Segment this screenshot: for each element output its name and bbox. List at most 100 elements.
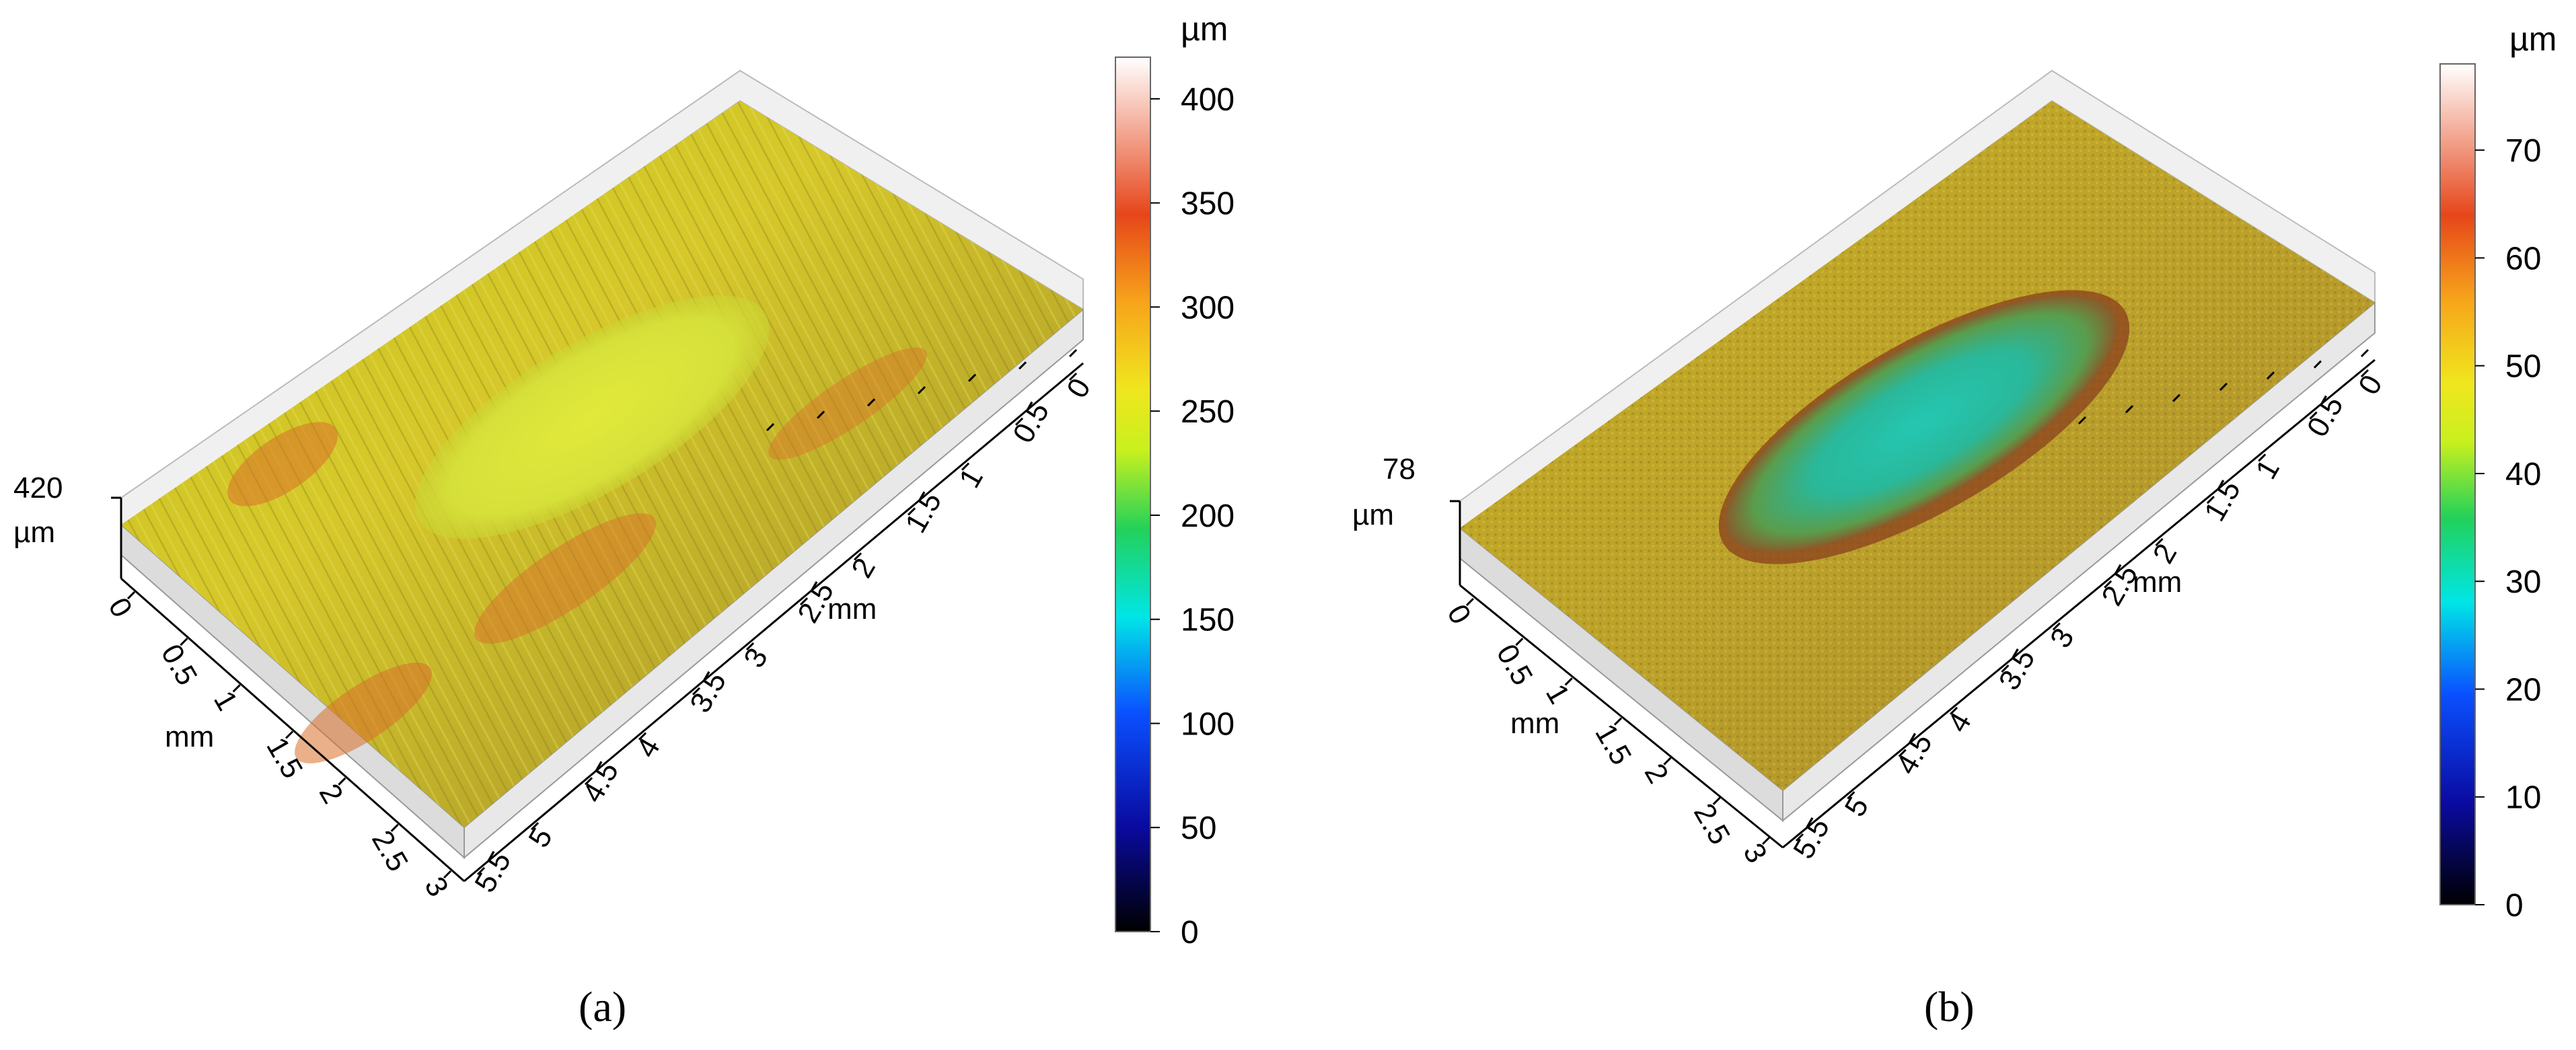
long-axis-a-label: 0 <box>1060 373 1097 404</box>
surface-b-front-face <box>1782 301 2376 823</box>
short-axis-a-tick <box>232 684 241 693</box>
long-axis-b-tick <box>1795 833 1804 842</box>
short-axis-b-right-tick <box>2077 416 2087 425</box>
short-axis-a-tick <box>180 638 188 646</box>
short-axis-b-tick <box>1564 677 1573 686</box>
colorbar-b-ticks: 0 10 20 30 40 50 60 70 <box>2475 133 2541 924</box>
short-axis-b-label: 0 <box>1440 599 1477 630</box>
long-axis-b-label: 5.5 <box>1787 813 1836 864</box>
short-axis-b-tick <box>1663 757 1672 765</box>
colorbar-b-label: 50 <box>2505 349 2541 385</box>
colorbar-b-label: 10 <box>2505 780 2541 816</box>
colorbar-a-label: 0 <box>1181 915 1199 950</box>
short-axis-b-label: 1 <box>1539 679 1576 710</box>
short-axis-b-tick <box>1465 597 1475 607</box>
long-axis-a-tick <box>692 687 701 696</box>
surface-a-peak-patch <box>295 663 432 763</box>
short-axis-a-label: 0.5 <box>155 639 204 691</box>
long-axis-b-tick <box>2155 537 2164 546</box>
long-axis-b-label: 5 <box>1839 792 1876 823</box>
short-axis-b-right-tick <box>2360 348 2369 358</box>
z-unit-label-a: µm <box>13 516 55 549</box>
short-axis-a-label: 2 <box>313 778 350 809</box>
mm-label-a-short: mm <box>165 720 214 753</box>
long-axis-b-tick <box>1898 749 1907 757</box>
long-axis-a-tick <box>853 552 862 561</box>
long-axis-b-label: 1.5 <box>2198 475 2247 527</box>
mm-label-b-short: mm <box>1510 707 1559 740</box>
short-axis-b-right-tick <box>2266 371 2275 380</box>
long-axis-b <box>1782 359 2376 849</box>
colorbar-a <box>1115 57 1151 932</box>
short-axis-a-right-ticks: 32.521.510.50 <box>766 349 1078 432</box>
long-axis-a-tick <box>1068 372 1078 381</box>
surface-a-peak-patch <box>474 513 657 644</box>
long-axis-a-tick <box>584 777 593 786</box>
short-axis-b-label: 1.5 <box>1588 718 1637 770</box>
short-axis-a-label: 1 <box>207 685 244 716</box>
short-axis-b-label: 0.5 <box>1490 639 1539 691</box>
colorbar-b-label: 30 <box>2505 564 2541 600</box>
long-axis-b-label: 0 <box>2352 369 2389 400</box>
long-axis-a-tick <box>907 507 916 516</box>
long-axis-a-label: 5.5 <box>468 846 517 898</box>
short-axis-b-left <box>1459 584 1783 849</box>
colorbar-a-label: 100 <box>1181 706 1235 742</box>
short-axis-b-right-tick <box>2313 360 2322 369</box>
long-axis-a-label: 5 <box>522 822 559 853</box>
long-axis-b-tick <box>2360 369 2369 378</box>
colorbar-b-label: 40 <box>2505 457 2541 492</box>
long-axis-b-label: 2 <box>2147 538 2184 569</box>
colorbar-b <box>2439 63 2476 905</box>
colorbar-a-label: 300 <box>1181 290 1235 326</box>
short-axis-a-tick <box>338 777 346 786</box>
caption-a: (a) <box>579 983 627 1030</box>
short-axis-a-label: 3 <box>418 872 455 903</box>
panel-a: 420 µm mm mm 00.511.522.53 5.554.543.532… <box>13 10 1235 950</box>
panel-b: 78 µm mm mm 00.511.522.53 5.554.543.532.… <box>1352 20 2556 924</box>
long-axis-a-tick <box>476 866 486 876</box>
surface-a-front-face <box>464 307 1084 860</box>
short-axis-b-tick <box>1712 796 1721 805</box>
short-axis-b-label: 2 <box>1638 758 1675 789</box>
long-axis-a-label: 1.5 <box>899 486 948 538</box>
colorbar-a-ticks: 0 50 100 150 200 250 300 350 400 <box>1150 82 1235 950</box>
colorbar-b-label: 60 <box>2505 241 2541 276</box>
long-axis-a-tick <box>799 597 809 606</box>
short-axis-a-tick <box>390 823 399 832</box>
short-axis-a-right-tick <box>967 373 977 382</box>
short-axis-a-tick <box>285 730 294 739</box>
short-axis-a-label: 2.5 <box>365 825 414 876</box>
colorbar-b-unit: µm <box>2509 20 2556 58</box>
long-axis-b-tick <box>1847 791 1855 800</box>
short-axis-b-tick <box>1515 638 1524 646</box>
short-axis-a-right-tick <box>1018 361 1027 370</box>
short-axis-b-right-tick <box>2172 393 2181 402</box>
long-axis-a-label: 4 <box>630 733 667 763</box>
long-axis-a-label: 1 <box>953 463 990 494</box>
short-axis-b-tick <box>1761 836 1771 846</box>
surface-a-peak-patch <box>768 347 927 460</box>
long-axis-a-label: 3.5 <box>684 666 733 718</box>
long-axis-b-tick <box>2052 622 2061 631</box>
short-axis-b-tick <box>1613 717 1623 726</box>
short-axis-a-tick <box>126 591 136 600</box>
colorbar-a-label: 350 <box>1181 186 1235 222</box>
long-axis-b-tick <box>2104 580 2112 589</box>
short-axis-b-label: 2.5 <box>1687 798 1736 850</box>
long-axis-b-label: 4.5 <box>1890 728 1939 780</box>
long-axis-a <box>464 362 1084 883</box>
short-axis-a-left <box>120 577 465 883</box>
mm-label-b-long: mm <box>2133 566 2182 599</box>
short-axis-a-label: 0 <box>102 593 139 624</box>
long-axis-b-label: 3.5 <box>1993 644 2042 696</box>
z-unit-label-b: µm <box>1352 498 1394 531</box>
colorbar-a-label: 400 <box>1181 82 1235 118</box>
short-axis-b-right-tick <box>2219 382 2228 391</box>
long-axis-a-label: 0.5 <box>1006 396 1056 448</box>
long-axis-a-label: 4.5 <box>576 756 625 808</box>
long-axis-b-label: 3 <box>2044 623 2081 654</box>
long-axis-a-label: 2 <box>845 553 882 584</box>
long-axis-b-label: 4 <box>1941 707 1978 738</box>
